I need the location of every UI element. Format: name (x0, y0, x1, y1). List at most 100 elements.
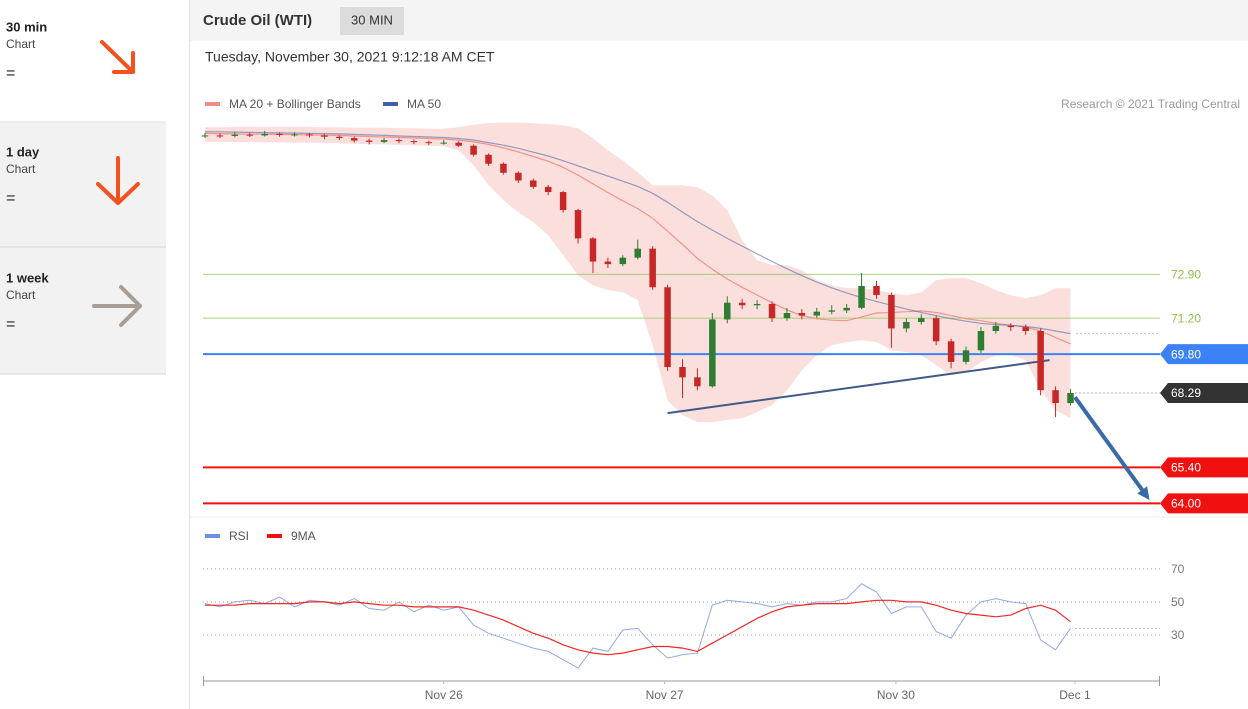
candle-body (858, 285, 865, 308)
chart-title: Crude Oil (WTI) (203, 12, 312, 29)
candle-body (321, 135, 328, 137)
candle-body (500, 163, 507, 173)
candle-body (574, 210, 582, 239)
level-label-box (1160, 344, 1248, 365)
candle-body (932, 318, 940, 342)
candle-body (1007, 325, 1015, 328)
candle-body (619, 257, 627, 265)
candle-body (559, 192, 567, 211)
candle-body (977, 331, 985, 351)
candle-body (380, 140, 388, 142)
level-label: 71.20 (1171, 311, 1201, 325)
candle-body (813, 311, 821, 316)
forecast-arrow (1073, 395, 1147, 495)
ma-line (204, 131, 1071, 335)
last-price-box (1160, 383, 1248, 404)
candle-body (276, 133, 283, 135)
sidebar-panel[interactable] (0, 122, 166, 247)
timeframe: 30 MIN (351, 12, 393, 27)
ma-line (204, 132, 1071, 345)
candle-body (291, 134, 298, 136)
candle-body (738, 302, 746, 306)
level-label-box (1160, 493, 1248, 514)
candle-body (604, 261, 612, 265)
legend-label: MA 50 (407, 97, 441, 111)
candle-body (350, 138, 358, 141)
candle-body (783, 312, 791, 319)
level-label-box (1160, 457, 1248, 478)
candle-body (336, 136, 343, 139)
level-label: 69.80 (1171, 347, 1201, 361)
sidebar-panel[interactable] (0, 0, 166, 122)
candle-body (1022, 327, 1029, 332)
candle-body (634, 248, 641, 258)
candle-body (903, 322, 910, 329)
candle-body (306, 134, 313, 136)
candle-body (470, 145, 477, 155)
panel-title: 1 week (6, 270, 49, 285)
candle-body (261, 133, 268, 136)
legend-label: 9MA (291, 529, 316, 543)
panel-signal: = (6, 65, 15, 82)
y-tick-label: 70 (1171, 562, 1185, 576)
candle-body (440, 142, 447, 144)
candle-body (679, 367, 686, 378)
timeframe-badge[interactable] (340, 7, 404, 35)
candle-body (201, 135, 209, 137)
candle-body (709, 319, 716, 387)
candle-body (768, 303, 776, 319)
level-label: 64.00 (1171, 497, 1201, 511)
candle-body (455, 142, 462, 146)
candle-body (918, 318, 925, 323)
x-tick-label: Nov 30 (877, 688, 915, 702)
candle-body (947, 341, 955, 362)
candle-body (873, 285, 880, 295)
candle-body (798, 312, 806, 316)
candle-body (544, 186, 552, 193)
candle-body (365, 140, 373, 142)
candle-body (216, 135, 224, 137)
x-tick-label: Dec 1 (1059, 688, 1091, 702)
candle-body (1052, 390, 1059, 404)
candle-body (694, 377, 701, 387)
rsi-line (204, 583, 1071, 669)
chart-subtitle: Tuesday, November 30, 2021 9:12:18 AM CE… (205, 49, 495, 65)
plot: 72.90 71.20 69.80 65.40 64.00 MA 20 + Bolling… (201, 97, 1248, 702)
trendline (667, 359, 1050, 415)
candle-body (843, 307, 850, 311)
sidebar-panel[interactable] (0, 247, 166, 374)
candle-body (1067, 393, 1074, 404)
candle-body (485, 154, 492, 164)
legend-label: MA 20 + Bollinger Bands (229, 97, 361, 111)
panel-title: 30 min (6, 19, 47, 34)
candle-body (515, 172, 522, 181)
rsi-line (205, 599, 1071, 656)
candle-body (962, 350, 970, 362)
arrow-icon (92, 285, 142, 327)
candle-body (649, 248, 656, 288)
x-tick-label: Nov 27 (646, 688, 684, 702)
y-tick-label: 50 (1171, 595, 1185, 609)
candle-body (724, 302, 731, 320)
panel-signal: = (6, 190, 15, 207)
candle-body (828, 310, 835, 312)
candle-body (410, 141, 418, 143)
source: Research © 2021 Trading Central (1061, 97, 1240, 111)
candle-body (992, 325, 1000, 332)
x-tick-label: Nov 26 (425, 688, 463, 702)
level-label: 65.40 (1171, 461, 1201, 475)
candle-body (231, 134, 239, 136)
panel-signal: = (6, 316, 15, 333)
arrow-icon (100, 40, 135, 74)
candle-body (530, 180, 537, 187)
candle-body (395, 140, 403, 142)
arrow-head (1137, 486, 1150, 501)
candle-body (425, 142, 433, 144)
panel-subtitle: Chart (6, 162, 36, 176)
panel-subtitle: Chart (6, 288, 36, 302)
panel-subtitle: Chart (6, 37, 36, 51)
last-price-label: 68.29 (1171, 386, 1201, 400)
panel-title: 1 day (6, 144, 40, 159)
candle-body (888, 294, 895, 329)
